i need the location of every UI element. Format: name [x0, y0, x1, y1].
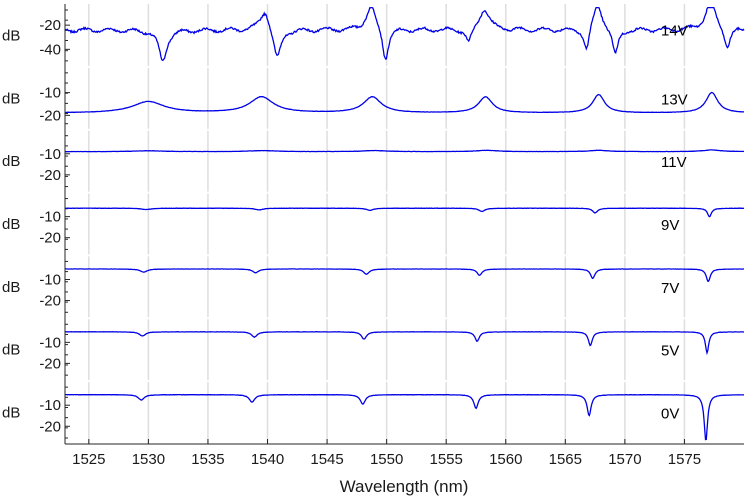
x-tick-label-1: 1530 — [132, 451, 165, 468]
x-tick-label-7: 1560 — [489, 451, 522, 468]
series-label-13V: 13V — [661, 91, 688, 108]
series-line-7V — [65, 268, 745, 283]
panel-9V: -10 -20 dB 9V — [2, 191, 745, 250]
y-tick-label-7V-1: -20 — [39, 293, 61, 310]
series-label-0V: 0V — [661, 406, 679, 423]
x-tick-label-2: 1535 — [191, 451, 224, 468]
y-tick-label-11V-0: -10 — [39, 146, 61, 163]
x-tick-label-4: 1545 — [310, 451, 343, 468]
grid — [88, 4, 686, 444]
y-axis-label-7V: dB — [2, 279, 20, 296]
x-tick-label-9: 1570 — [608, 451, 641, 468]
y-tick-label-13V-1: -20 — [39, 107, 61, 124]
x-tick-label-8: 1565 — [549, 451, 582, 468]
x-axis-label: Wavelength (nm) — [340, 477, 469, 496]
y-tick-label-14V-1: -40 — [39, 41, 61, 58]
y-tick-label-7V-0: -10 — [39, 271, 61, 288]
x-tick-label-0: 1525 — [72, 451, 105, 468]
x-tick-label-6: 1555 — [430, 451, 463, 468]
y-tick-label-5V-0: -10 — [39, 334, 61, 351]
y-tick-label-13V-0: -10 — [39, 85, 61, 102]
x-tick-label-10: 1575 — [668, 451, 701, 468]
x-tick-label-3: 1540 — [251, 451, 284, 468]
y-axis-label-0V: dB — [2, 405, 20, 422]
y-tick-label-9V-0: -10 — [39, 209, 61, 226]
series-label-7V: 7V — [661, 280, 679, 297]
panels: -20 -40 dB 14V -10 -20 dB 13V -10 -20 dB 11V -10 -20 d… — [2, 6, 745, 441]
series-line-0V — [64, 393, 745, 441]
panel-0V: -10 -20 dB 0V — [2, 380, 745, 441]
series-line-13V — [64, 91, 744, 114]
y-tick-label-11V-1: -20 — [39, 167, 61, 184]
y-axis-label-5V: dB — [2, 342, 20, 359]
y-axis-label-11V: dB — [2, 153, 20, 170]
y-tick-label-0V-0: -10 — [39, 397, 61, 414]
series-label-5V: 5V — [661, 343, 679, 360]
series-label-9V: 9V — [661, 217, 679, 234]
y-tick-label-0V-1: -20 — [39, 418, 61, 435]
series-line-5V — [64, 330, 744, 356]
x-axis: 1525 1530 1535 1540 1545 1550 1555 1560 1565 1570… — [64, 4, 744, 468]
y-axis-label-13V: dB — [2, 90, 20, 107]
panel-7V: -10 -20 dB 7V — [2, 254, 745, 313]
panel-11V: -10 -20 dB 11V — [2, 128, 745, 188]
series-line-14V — [64, 6, 745, 61]
y-tick-label-9V-1: -20 — [39, 230, 61, 247]
y-axis-label-9V: dB — [2, 216, 20, 233]
series-label-14V: 14V — [661, 22, 688, 39]
y-axis-label-14V: dB — [2, 27, 20, 44]
panel-14V: -20 -40 dB 14V — [2, 6, 745, 62]
panel-5V: -10 -20 dB 5V — [2, 317, 744, 376]
x-tick-label-5: 1550 — [370, 451, 403, 468]
y-tick-label-5V-1: -20 — [39, 355, 61, 372]
series-line-9V — [64, 207, 745, 218]
y-tick-label-14V-0: -20 — [39, 17, 61, 34]
series-line-11V — [64, 149, 745, 153]
panel-13V: -10 -20 dB 13V — [2, 65, 744, 124]
series-label-11V: 11V — [661, 154, 687, 171]
